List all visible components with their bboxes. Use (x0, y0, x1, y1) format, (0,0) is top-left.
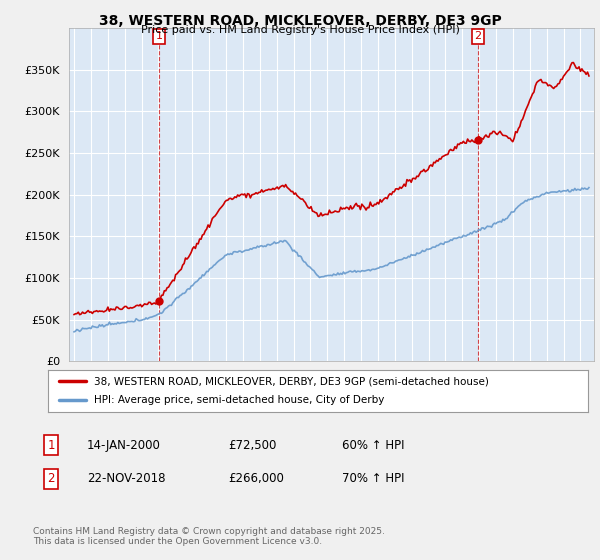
Text: £266,000: £266,000 (228, 472, 284, 486)
Text: £72,500: £72,500 (228, 438, 277, 452)
Text: 1: 1 (155, 31, 163, 41)
Text: 1: 1 (47, 438, 55, 452)
Text: 14-JAN-2000: 14-JAN-2000 (87, 438, 161, 452)
Text: 22-NOV-2018: 22-NOV-2018 (87, 472, 166, 486)
Text: 38, WESTERN ROAD, MICKLEOVER, DERBY, DE3 9GP: 38, WESTERN ROAD, MICKLEOVER, DERBY, DE3… (98, 14, 502, 28)
Text: Price paid vs. HM Land Registry's House Price Index (HPI): Price paid vs. HM Land Registry's House … (140, 25, 460, 35)
Text: 60% ↑ HPI: 60% ↑ HPI (342, 438, 404, 452)
Text: HPI: Average price, semi-detached house, City of Derby: HPI: Average price, semi-detached house,… (94, 395, 384, 405)
Text: 70% ↑ HPI: 70% ↑ HPI (342, 472, 404, 486)
Text: 2: 2 (474, 31, 481, 41)
Text: 2: 2 (47, 472, 55, 486)
Text: Contains HM Land Registry data © Crown copyright and database right 2025.
This d: Contains HM Land Registry data © Crown c… (33, 526, 385, 546)
Text: 38, WESTERN ROAD, MICKLEOVER, DERBY, DE3 9GP (semi-detached house): 38, WESTERN ROAD, MICKLEOVER, DERBY, DE3… (94, 376, 489, 386)
